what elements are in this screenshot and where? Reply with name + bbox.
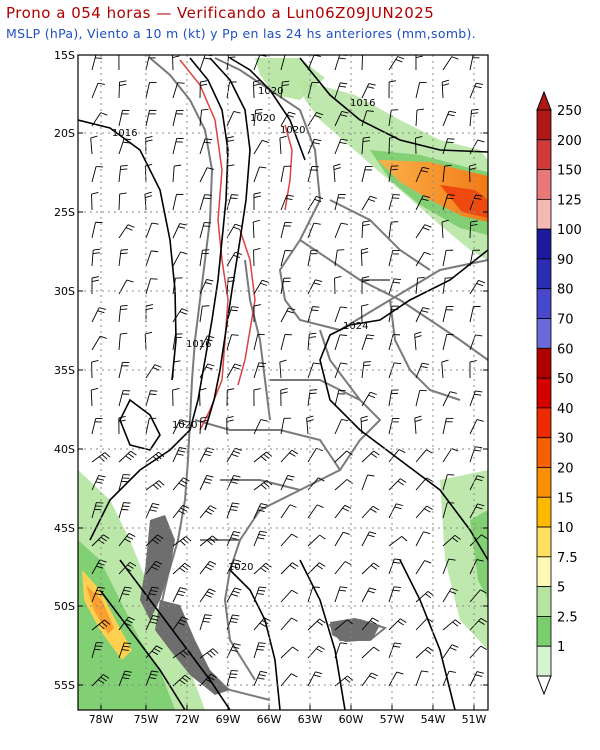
colorbar-swatch [536,288,552,319]
colorbar-label: 150 [557,164,582,179]
map-frame [77,54,489,711]
colorbar-label: 40 [557,402,574,417]
colorbar-label: 125 [557,193,582,208]
colorbar-swatch [536,407,552,439]
lon-tick-label: 75W [134,713,159,726]
isobar-label: 1020 [258,86,283,97]
lon-tick-label: 51W [462,713,487,726]
colorbar-label: 15 [557,491,574,506]
colorbar-swatch [536,526,552,558]
lon-tick-label: 69W [216,713,241,726]
colorbar-swatch [536,556,552,588]
colorbar-swatch [536,586,552,617]
lat-tick-label: 40S [54,443,75,456]
map-subtitle: MSLP (hPa), Viento a 10 m (kt) y Pp en l… [6,26,476,41]
colorbar-label: 10 [557,521,574,536]
wind-barbs [90,55,488,687]
colorbar-label: 2.5 [557,610,578,625]
lon-tick-label: 78W [89,713,114,726]
colorbar-label: 200 [557,134,582,149]
lon-tick-label: 72W [175,713,200,726]
precipitation-shading [78,58,488,710]
colorbar-swatch [536,258,552,290]
colorbar-swatch [536,169,552,200]
isobar-label: 1020 [280,125,305,136]
isobar-label: 1020 [228,562,253,573]
colorbar-top-arrow [536,90,552,111]
isobars [78,57,488,710]
precipitation-colorbar: 250 200 150 125 100 90 80 70 60 50 40 30 20 15 10 7.5 5 2… [536,90,582,696]
colorbar-label: 5 [557,581,565,596]
lat-lon-grid [78,55,488,710]
lat-tick-label: 35S [54,364,75,377]
isobar-label: 1016 [350,98,375,109]
colorbar-swatch [536,377,552,409]
lat-tick-label: 25S [54,206,75,219]
colorbar-swatch [536,318,552,349]
colorbar-label: 250 [557,104,582,119]
colorbar-label: 20 [557,461,574,476]
lat-tick-label: 50S [54,600,75,613]
lat-tick-label: 20S [54,127,75,140]
isobar-label: 1020 [172,420,197,431]
isobar-labels: 1020 1020 1020 1016 1016 1024 1016 1020 … [112,86,375,573]
colorbar-swatch [536,347,552,379]
colorbar-label: 90 [557,253,574,268]
colorbar-swatch [536,616,552,647]
lon-tick-label: 66W [257,713,282,726]
lat-tick-label: 15S [54,49,75,62]
isobar-label: 1016 [186,339,211,350]
colorbar-bottom-arrow [536,675,552,696]
colorbar-swatch [536,467,552,498]
map-axes: 15S 20S 25S 30S 35S 40S 45S 50S 55S 78W 75W 72W 69W 6… [54,49,488,726]
isobar-label: 1020 [250,113,275,124]
colorbar-label: 80 [557,283,574,298]
isobar-label: 1016 [112,128,137,139]
colorbar-swatch [536,139,552,170]
colorbar-label: 60 [557,342,574,357]
lon-tick-label: 63W [298,713,323,726]
colorbar-label: 30 [557,432,574,447]
lat-tick-label: 45S [54,522,75,535]
map-title: Prono a 054 horas — Verificando a Lun06Z… [6,4,435,22]
isobar-label: 1024 [343,321,368,332]
colorbar-swatch [536,198,552,230]
colorbar-label: 1 [557,640,565,655]
colorbar-label: 70 [557,313,574,328]
lon-tick-label: 57W [380,713,405,726]
lat-tick-label: 55S [54,679,75,692]
lon-tick-label: 54W [421,713,446,726]
lat-tick-label: 30S [54,285,75,298]
colorbar-swatch [536,645,552,677]
colorbar-swatch [536,109,552,141]
colorbar-swatch [536,437,552,468]
colorbar-label: 50 [557,372,574,387]
colorbar-swatch [536,228,552,260]
lon-tick-label: 60W [339,713,364,726]
colorbar-label: 100 [557,223,582,238]
colorbar-swatch [536,496,552,528]
colorbar-label: 7.5 [557,551,578,566]
